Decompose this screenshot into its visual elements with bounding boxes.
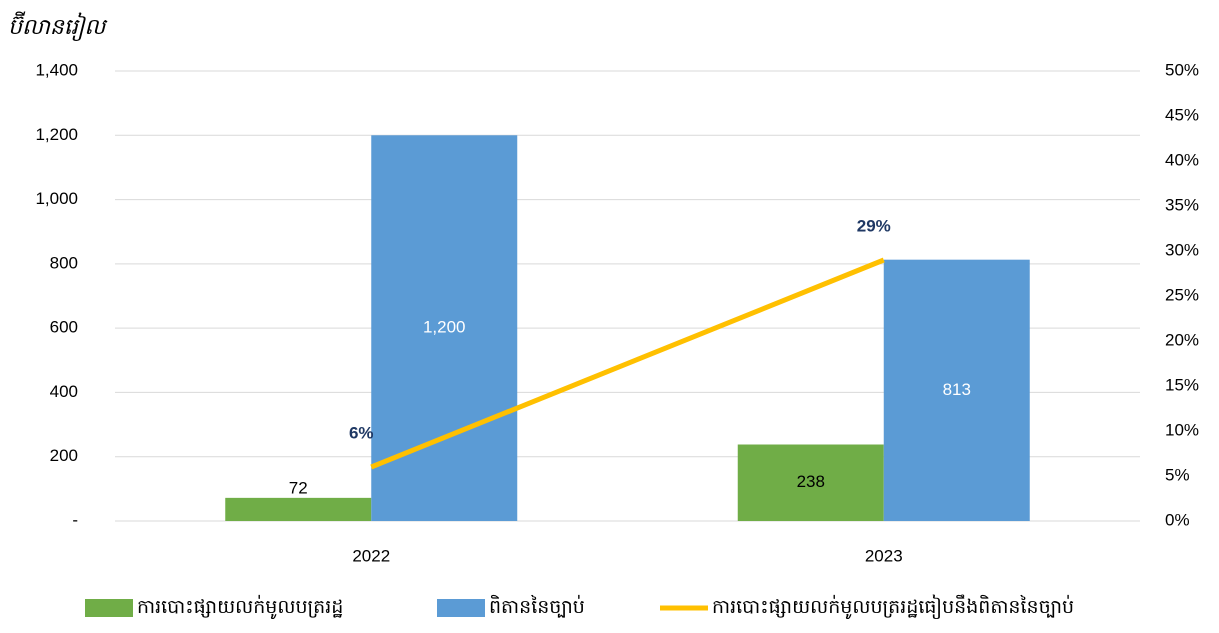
y-tick-label: 1,400 [35, 60, 78, 79]
y-tick-label: 800 [50, 253, 78, 272]
y2-tick-label: 30% [1165, 240, 1199, 259]
y2-tick-label: 25% [1165, 285, 1199, 304]
line [370, 257, 885, 470]
x-tick-label: 2023 [865, 546, 903, 565]
data-label: 6% [349, 423, 374, 442]
y2-tick-label: 20% [1165, 330, 1199, 349]
y-tick-label: 400 [50, 382, 78, 401]
y-tick-label: 600 [50, 318, 78, 337]
y2-tick-label: 10% [1165, 420, 1199, 439]
y2-tick-label: 45% [1165, 105, 1199, 124]
y-tick-label: - [72, 510, 78, 529]
y2-tick-label: 15% [1165, 375, 1199, 394]
y2-tick-label: 0% [1165, 510, 1190, 529]
legend-label: ការបោះផ្សាយលក់មូលបត្ររដ្ឋធៀបនឹងពិតាននៃច្… [712, 594, 1074, 620]
bar [883, 259, 1030, 521]
data-label: 813 [943, 380, 971, 399]
bar [225, 497, 372, 521]
y-tick-label: 1,200 [35, 125, 78, 144]
data-label: 29% [857, 216, 891, 235]
data-label: 238 [797, 472, 825, 491]
legend-swatch [85, 599, 133, 617]
data-label: 1,200 [423, 318, 466, 337]
y-tick-label: 1,000 [35, 189, 78, 208]
x-tick-label: 2022 [352, 546, 390, 565]
bar [737, 444, 884, 521]
data-label: 72 [289, 478, 308, 497]
y-tick-label: 200 [50, 446, 78, 465]
legend-swatch [437, 599, 485, 617]
legend-label: ការបោះផ្សាយលក់មូលបត្ររដ្ឋ [137, 594, 343, 620]
y2-tick-label: 5% [1165, 465, 1190, 484]
y2-tick-label: 40% [1165, 150, 1199, 169]
y2-tick-label: 35% [1165, 195, 1199, 214]
y-axis-label: ប៊ីលានរៀល [8, 11, 108, 41]
y2-tick-label: 50% [1165, 60, 1199, 79]
legend-label: ពិតាននៃច្បាប់ [489, 594, 585, 618]
